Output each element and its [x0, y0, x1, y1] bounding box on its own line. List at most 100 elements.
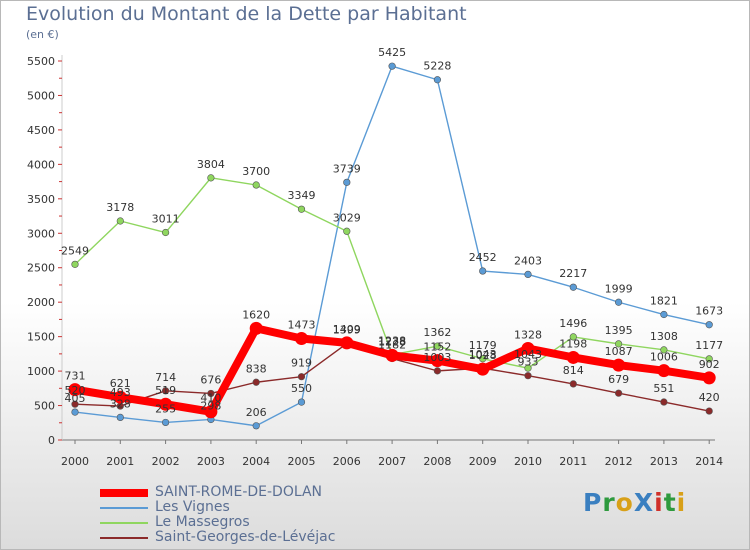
y-tick-label: 3500 — [27, 193, 55, 206]
data-label-1: 1999 — [605, 282, 633, 295]
data-label-0: 1473 — [288, 318, 316, 331]
data-point-2 — [71, 260, 79, 268]
data-point-1 — [297, 398, 306, 406]
data-label-1: 298 — [200, 399, 221, 412]
data-label-0: 1087 — [605, 345, 633, 358]
data-point-1 — [71, 408, 79, 416]
data-point-0 — [702, 371, 716, 385]
data-label-1: 255 — [155, 402, 176, 415]
data-label-1: 328 — [110, 397, 131, 410]
data-point-0 — [476, 362, 490, 376]
data-point-3 — [252, 378, 260, 386]
data-point-0 — [612, 358, 626, 372]
x-tick-label: 2010 — [514, 455, 542, 468]
data-label-2: 1238 — [378, 335, 406, 348]
data-label-3: 933 — [518, 356, 539, 369]
x-tick-label: 2013 — [650, 455, 678, 468]
data-label-0: 731 — [65, 370, 86, 383]
data-label-0: 1152 — [423, 341, 451, 354]
data-label-2: 3349 — [288, 189, 316, 202]
data-label-2: 3029 — [333, 211, 361, 224]
data-label-0: 1620 — [242, 308, 270, 321]
data-point-1 — [252, 422, 260, 430]
data-point-1 — [660, 310, 668, 319]
data-label-3: 919 — [291, 357, 312, 370]
data-point-0 — [159, 397, 173, 411]
data-point-0 — [521, 341, 535, 355]
data-label-0: 519 — [155, 384, 176, 397]
data-point-1 — [705, 321, 713, 329]
y-tick-label: 3000 — [27, 227, 55, 240]
x-tick-label: 2012 — [605, 455, 633, 468]
x-tick-label: 2002 — [152, 455, 180, 468]
data-label-3: 838 — [246, 362, 267, 375]
data-label-1: 206 — [246, 406, 267, 419]
data-point-3 — [71, 400, 79, 408]
data-point-0 — [340, 336, 354, 350]
data-point-0 — [430, 354, 444, 368]
logo-letter: i — [676, 488, 687, 517]
data-label-0: 1028 — [469, 349, 497, 362]
data-label-2: 1496 — [559, 317, 587, 330]
data-point-2 — [479, 355, 487, 363]
data-point-1 — [524, 270, 532, 279]
legend-swatch — [100, 522, 148, 524]
y-tick-label: 1000 — [27, 365, 55, 378]
data-point-0 — [113, 390, 127, 404]
logo-letter: X — [633, 488, 655, 517]
data-point-0 — [204, 405, 218, 419]
data-point-3 — [433, 367, 442, 375]
y-tick-label: 0 — [48, 434, 55, 447]
data-label-2: 1177 — [695, 339, 723, 352]
data-point-2 — [162, 228, 170, 237]
data-point-3 — [162, 387, 170, 395]
data-point-2 — [343, 227, 351, 235]
data-point-2 — [524, 364, 532, 372]
data-point-3 — [614, 389, 623, 397]
data-label-1: 550 — [291, 382, 312, 395]
data-label-3: 1182 — [378, 339, 406, 352]
legend-label: Les Vignes — [155, 499, 230, 515]
data-label-3: 679 — [608, 373, 629, 386]
data-label-2: 2549 — [61, 244, 89, 257]
data-point-1 — [388, 62, 396, 70]
data-point-0 — [249, 321, 263, 335]
x-tick-label: 2006 — [333, 455, 361, 468]
logo-letter: i — [654, 488, 664, 517]
x-tick-label: 2014 — [695, 455, 723, 468]
data-point-2 — [207, 174, 215, 182]
data-point-2 — [297, 205, 306, 213]
data-label-2: 3700 — [242, 165, 270, 178]
y-tick-label: 5000 — [27, 89, 55, 102]
chart-subtitle: (en €) — [26, 28, 59, 41]
data-label-2: 1043 — [514, 348, 542, 361]
data-label-2: 3804 — [197, 158, 225, 171]
data-label-1: 2217 — [559, 267, 587, 280]
data-point-2 — [433, 342, 442, 350]
line-chart: 0 500 1000 1500 2000 2500 3000 3500 4000 4500 5000… — [27, 46, 723, 468]
legend-label: SAINT-ROME-DE-DOLAN — [155, 484, 323, 500]
legend-swatch — [100, 489, 148, 497]
x-tick-label: 2011 — [559, 455, 587, 468]
logo-letter: r — [602, 488, 616, 517]
data-point-3 — [660, 398, 668, 406]
data-label-3: 714 — [155, 371, 176, 384]
y-tick-label: 4500 — [27, 124, 55, 137]
data-label-0: 1409 — [333, 323, 361, 336]
data-point-3 — [297, 373, 306, 381]
data-label-0: 1228 — [378, 335, 406, 348]
data-point-2 — [614, 340, 623, 348]
x-tick-label: 2009 — [469, 455, 497, 468]
data-label-2: 3178 — [106, 201, 134, 214]
legend-swatch — [100, 537, 148, 539]
chart-title: Evolution du Montant de la Dette par Hab… — [26, 3, 467, 25]
data-label-1: 1673 — [695, 305, 723, 318]
data-point-3 — [207, 389, 215, 398]
x-tick-label: 2001 — [106, 455, 134, 468]
legend-swatch — [100, 507, 148, 509]
x-tick-label: 2000 — [61, 455, 89, 468]
data-label-3: 1399 — [333, 324, 361, 337]
data-label-2: 1179 — [469, 339, 497, 352]
data-point-1 — [614, 298, 623, 306]
